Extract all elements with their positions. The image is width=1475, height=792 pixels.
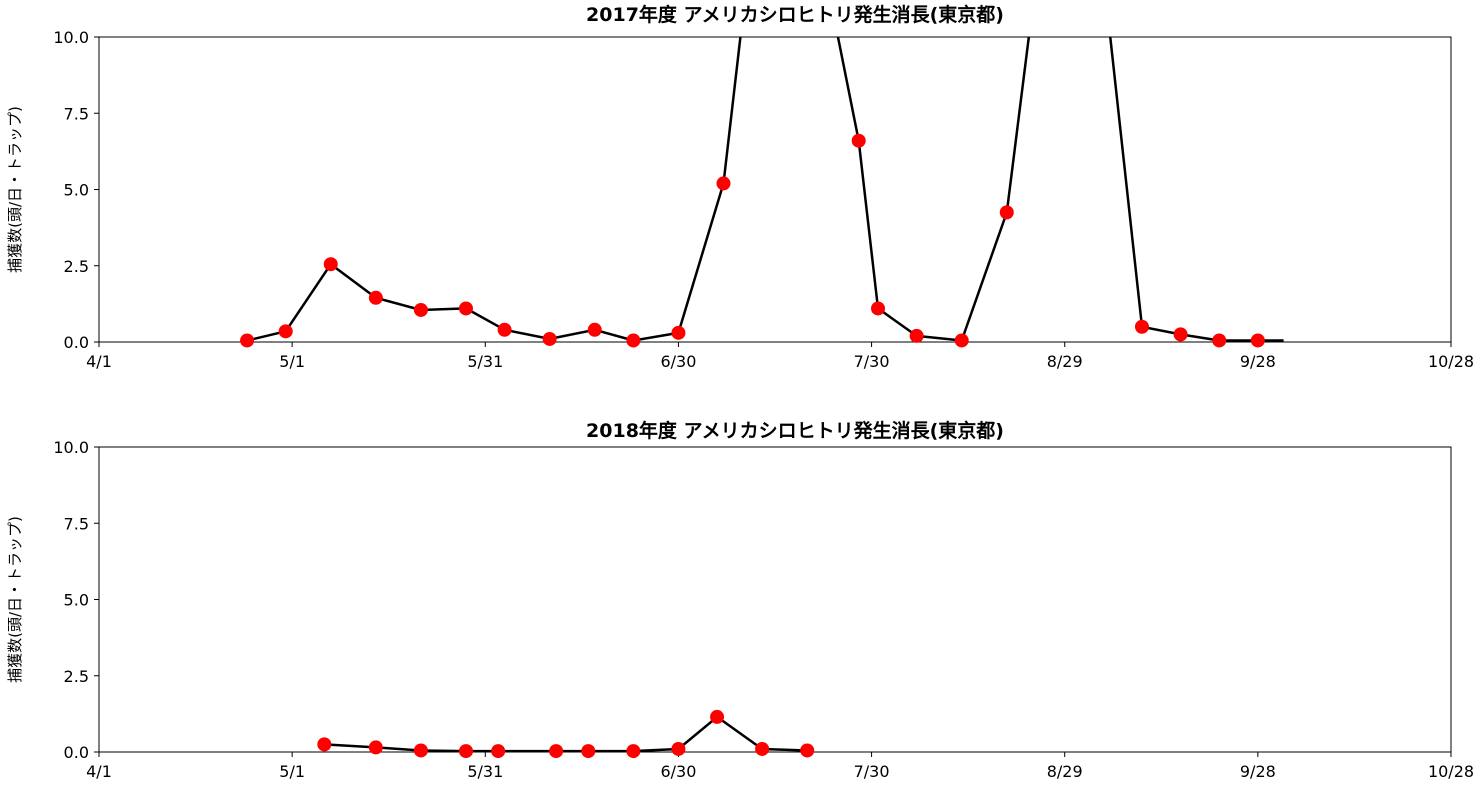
data-point xyxy=(671,325,686,340)
data-point xyxy=(800,743,815,758)
data-point xyxy=(851,133,866,148)
data-point xyxy=(716,176,731,191)
x-tick-label: 4/1 xyxy=(86,352,112,371)
y-tick-label: 5.0 xyxy=(64,181,89,200)
x-tick-label: 10/28 xyxy=(1428,762,1474,781)
series-line xyxy=(246,37,1284,342)
x-tick-label: 4/1 xyxy=(86,762,112,781)
x-tick-label: 5/31 xyxy=(467,352,503,371)
x-tick-label: 5/1 xyxy=(279,352,305,371)
data-point xyxy=(999,205,1014,220)
data-point xyxy=(458,301,473,316)
data-point xyxy=(871,301,886,316)
data-point xyxy=(626,333,641,348)
x-tick-label: 10/28 xyxy=(1428,352,1474,371)
x-tick-label: 7/30 xyxy=(854,762,890,781)
x-tick-label: 6/30 xyxy=(660,352,696,371)
data-point xyxy=(368,290,383,305)
series-0 xyxy=(324,715,808,752)
data-point xyxy=(755,741,770,756)
x-tick-label: 8/29 xyxy=(1047,352,1083,371)
plot-frame xyxy=(98,36,1452,343)
chart-title: 2017年度 アメリカシロヒトリ発生消長(東京都) xyxy=(586,3,1004,26)
plot-frame xyxy=(98,446,1452,753)
x-tick-label: 9/28 xyxy=(1240,762,1276,781)
chart-title-background xyxy=(582,417,1008,444)
x-tick-label: 6/30 xyxy=(660,762,696,781)
data-point xyxy=(954,333,969,348)
x-tick-label: 5/31 xyxy=(467,762,503,781)
series-0 xyxy=(246,37,1284,342)
y-tick-label: 5.0 xyxy=(64,591,89,610)
chart-title-background xyxy=(582,1,1008,28)
chart-2017: 2017年度 アメリカシロヒトリ発生消長(東京都) 捕獲数(頭/日・トラップ) 0.… xyxy=(6,1,1474,371)
data-point xyxy=(323,257,338,272)
data-point xyxy=(1173,327,1188,342)
x-tick-label: 7/30 xyxy=(854,352,890,371)
data-point xyxy=(549,744,564,759)
data-point xyxy=(1134,319,1149,334)
data-point xyxy=(368,740,383,755)
data-point xyxy=(671,741,686,756)
data-point xyxy=(581,744,596,759)
y-tick-label: 7.5 xyxy=(64,104,89,123)
y-tick-label: 2.5 xyxy=(64,667,89,686)
x-tick-label: 9/28 xyxy=(1240,352,1276,371)
data-point xyxy=(626,744,641,759)
data-point xyxy=(240,333,255,348)
data-point xyxy=(587,322,602,337)
data-point xyxy=(491,744,506,759)
y-tick-label: 10.0 xyxy=(53,438,89,457)
x-tick-label: 8/29 xyxy=(1047,762,1083,781)
data-point xyxy=(458,744,473,759)
data-point xyxy=(542,331,557,346)
y-axis-label: 捕獲数(頭/日・トラップ) xyxy=(6,516,24,683)
data-point xyxy=(413,302,428,317)
y-axis-label: 捕獲数(頭/日・トラップ) xyxy=(6,106,24,273)
y-tick-label: 0.0 xyxy=(64,743,89,762)
data-point xyxy=(1212,333,1227,348)
y-tick-label: 0.0 xyxy=(64,333,89,352)
y-tick-label: 10.0 xyxy=(53,28,89,47)
y-tick-label: 7.5 xyxy=(64,514,89,533)
x-tick-label: 5/1 xyxy=(279,762,305,781)
chart-title: 2018年度 アメリカシロヒトリ発生消長(東京都) xyxy=(586,419,1004,442)
data-point xyxy=(413,743,428,758)
series-line xyxy=(324,715,808,752)
data-point xyxy=(497,322,512,337)
data-point xyxy=(278,324,293,339)
y-tick-label: 2.5 xyxy=(64,257,89,276)
data-point xyxy=(1250,333,1265,348)
data-point xyxy=(710,709,725,724)
data-point xyxy=(317,737,332,752)
data-point xyxy=(909,328,924,343)
chart-2018: 2018年度 アメリカシロヒトリ発生消長(東京都) 捕獲数(頭/日・トラップ) 0.… xyxy=(6,417,1474,781)
